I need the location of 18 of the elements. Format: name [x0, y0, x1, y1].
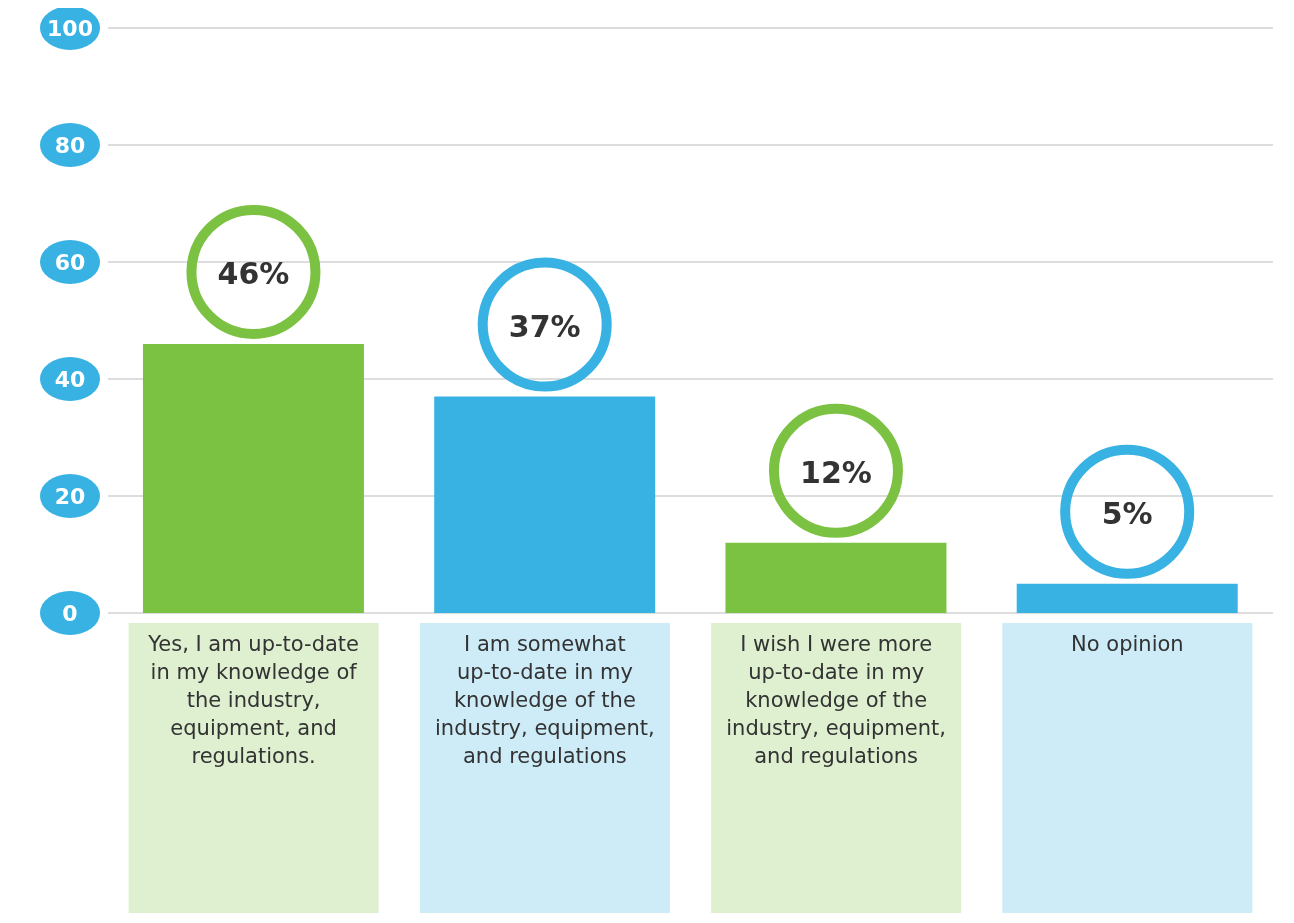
x-tick-label: I wish I were more up-to-date in my knowledge of the industry, equipment, and regulations — [726, 632, 946, 768]
y-tick-label: 0 — [62, 601, 78, 626]
data-label: 46% — [217, 255, 290, 291]
bar — [142, 343, 364, 613]
y-tick-label: 80 — [54, 133, 86, 158]
y-tick-label: 60 — [54, 250, 86, 275]
bar — [725, 542, 947, 613]
x-tick-label: No opinion — [1071, 632, 1184, 656]
x-tick-label: Yes, I am up-to-date in my knowledge of the industry, equipment, and regulations. — [147, 632, 359, 768]
x-tick-label: I am somewhat up-to-date in my knowledge of the industry, equipment, and regulations — [435, 632, 655, 768]
bar — [1016, 583, 1238, 613]
y-tick-label: 20 — [54, 484, 86, 509]
y-tick-label: 100 — [47, 16, 93, 41]
data-label: 12% — [800, 454, 872, 490]
data-label: 37% — [508, 308, 581, 344]
data-label: 5% — [1101, 495, 1153, 531]
y-tick-label: 40 — [54, 367, 86, 392]
bar — [434, 396, 656, 613]
